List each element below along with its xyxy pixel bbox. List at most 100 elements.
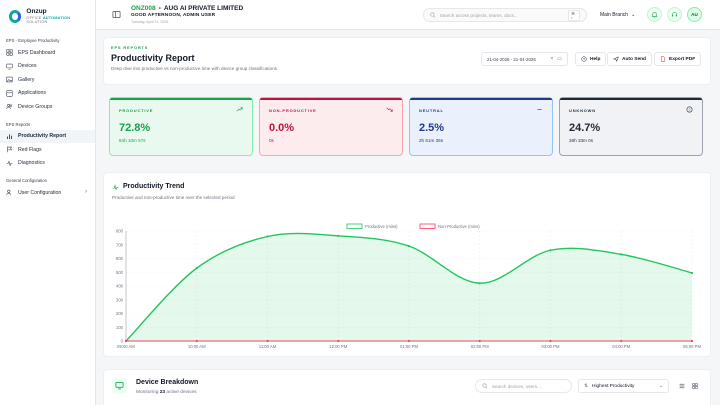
monitor-icon — [112, 378, 127, 393]
sidebar-toggle-icon[interactable] — [112, 10, 121, 19]
sidebar-item-device-groups[interactable]: Device Groups — [0, 100, 95, 114]
y-tick-label: 300 — [116, 297, 124, 302]
sidebar-item-red-flags[interactable]: Red Flags — [0, 143, 95, 157]
data-point — [478, 282, 481, 285]
x-tick-label: 05:00 PM — [683, 344, 701, 349]
help-circle-icon: ? — [686, 106, 693, 113]
data-point — [478, 339, 481, 343]
chevron-right-icon: › — [85, 189, 87, 195]
x-tick-label: 02:00 PM — [471, 344, 489, 349]
support-button[interactable] — [667, 7, 682, 22]
report-header-card: EPS REPORTS Productivity Report Deep div… — [103, 37, 711, 85]
branch-selector[interactable]: Main Branch ⌄ — [600, 12, 636, 18]
kpi-card-neutral[interactable]: NEUTRAL 2.5% 2h 51m 36s — [409, 97, 553, 156]
auto-send-button[interactable]: Auto Send — [607, 52, 652, 66]
sidebar-item-applications[interactable]: Applications — [0, 87, 95, 101]
sidebar-item-user-configuration[interactable]: User Configuration › — [0, 186, 95, 200]
data-point — [690, 271, 694, 275]
svg-text:?: ? — [689, 108, 691, 112]
clear-icon[interactable]: × — [550, 56, 554, 62]
sidebar-item-productivity-report[interactable]: Productivity Report — [0, 129, 95, 143]
kpi-label: UNKNOWN — [569, 108, 596, 113]
image-icon — [6, 76, 13, 83]
chevron-down-icon: ⌄ — [658, 383, 663, 389]
sidebar-item-label: EPS Dashboard — [18, 49, 56, 56]
data-point — [407, 339, 411, 343]
kpi-label: NEUTRAL — [419, 108, 444, 113]
x-tick-label: 11:00 AM — [259, 344, 277, 349]
notifications-button[interactable] — [647, 7, 662, 22]
y-tick-label: 100 — [116, 325, 124, 330]
kpi-card-productive[interactable]: PRODUCTIVE 72.8% 84h 10m 57s — [109, 97, 253, 156]
kpi-value: 2.5% — [419, 122, 445, 134]
y-tick-label: 700 — [116, 242, 124, 247]
data-point — [337, 234, 340, 237]
sidebar-nav: EPS - Employee Productivity EPS Dashboard… — [0, 30, 95, 200]
productivity-trend-card: Productivity Trend Productive and non-pr… — [103, 172, 711, 357]
sidebar-item-label: Gallery — [18, 76, 35, 83]
y-tick-label: 600 — [116, 256, 124, 261]
data-point — [124, 339, 128, 343]
sidebar-section-title: EPS - Employee Productivity — [6, 38, 60, 43]
legend-label: Non-Productive (mins) — [438, 224, 480, 229]
data-point — [195, 267, 198, 270]
device-search-input[interactable] — [491, 383, 565, 389]
brand[interactable]: Onzup OFFICE AUTOMATION SOLUTION — [0, 0, 95, 30]
sort-icon: ⇅ — [584, 383, 589, 389]
sidebar-item-label: Device Groups — [18, 103, 53, 110]
sidebar-item-label: Devices — [18, 63, 37, 70]
date-range-picker[interactable]: 21-04-2026 - 21-04-2026 × ▭ — [481, 52, 568, 66]
kpi-label: NON-PRODUCTIVE — [269, 108, 317, 113]
legend-swatch — [346, 223, 363, 229]
help-circle-icon: ? — [581, 56, 587, 62]
grid-view-button[interactable] — [689, 379, 700, 393]
sidebar-item-diagnostics[interactable]: Diagnostics — [0, 157, 95, 171]
data-point — [690, 339, 694, 343]
sidebar-item-label: User Configuration — [18, 189, 62, 196]
kpi-card-non-productive[interactable]: NON-PRODUCTIVE 0.0% 0s — [259, 97, 403, 156]
kpi-duration: 0s — [269, 138, 274, 143]
help-button[interactable]: ? Help — [575, 52, 607, 66]
user-cog-icon — [6, 189, 13, 196]
data-point — [407, 245, 411, 248]
monitor-icon — [6, 63, 13, 70]
kpi-accent-bar — [560, 98, 702, 100]
productivity-chart[interactable]: 0 100 200 300 400 500 600 700 800 09:00 AM 10:00 A… — [104, 173, 712, 358]
report-eyebrow: EPS REPORTS — [111, 45, 149, 50]
device-breakdown-title: Device Breakdown — [136, 379, 199, 386]
export-pdf-button[interactable]: Export PDF — [654, 52, 702, 66]
brand-name: Onzup — [26, 8, 47, 15]
kpi-card-unknown[interactable]: UNKNOWN? 24.7% 28h 33m 0s — [559, 97, 703, 156]
kpi-value: 24.7% — [569, 122, 601, 134]
svg-text:?: ? — [583, 57, 585, 61]
global-search[interactable]: ⌘ • — [423, 8, 587, 22]
top-header: ONZ008 • AUG AI PRIVATE LIMITED GOOD AFTER… — [96, 0, 720, 30]
kpi-value: 72.8% — [119, 122, 151, 134]
greeting: GOOD AFTERNOON, ADMIN USER — [131, 13, 216, 18]
sort-select[interactable]: ⇅ Highest Productivity ⌄ — [578, 379, 669, 393]
data-point — [620, 339, 623, 343]
x-tick-label: 10:00 AM — [188, 344, 206, 349]
global-search-input[interactable] — [439, 12, 565, 18]
list-view-button[interactable] — [676, 379, 687, 393]
sidebar-item-label: Diagnostics — [18, 160, 45, 167]
sidebar-item-gallery[interactable]: Gallery — [0, 73, 95, 87]
activity-icon — [112, 184, 119, 191]
brand-logo — [9, 9, 22, 23]
search-shortcut: ⌘ • — [568, 9, 580, 21]
pulse-icon — [6, 160, 13, 167]
user-avatar[interactable]: AU — [687, 7, 702, 22]
x-tick-label: 03:00 PM — [542, 344, 560, 349]
sidebar-item-label: Productivity Report — [18, 133, 67, 140]
data-point — [195, 339, 198, 343]
chart-subtitle: Productive and non-productive time over … — [112, 195, 235, 200]
brand-tagline: OFFICE AUTOMATION SOLUTION — [26, 16, 71, 24]
y-tick-label: 0 — [121, 339, 124, 344]
data-point — [549, 339, 552, 343]
minus-icon — [537, 109, 542, 110]
device-search[interactable] — [475, 379, 572, 393]
sidebar-item-devices[interactable]: Devices — [0, 60, 95, 74]
list-icon — [679, 383, 684, 389]
sidebar-section-title: EPS Reports — [6, 121, 31, 127]
sidebar-item-eps-dashboard[interactable]: EPS Dashboard — [0, 46, 95, 60]
